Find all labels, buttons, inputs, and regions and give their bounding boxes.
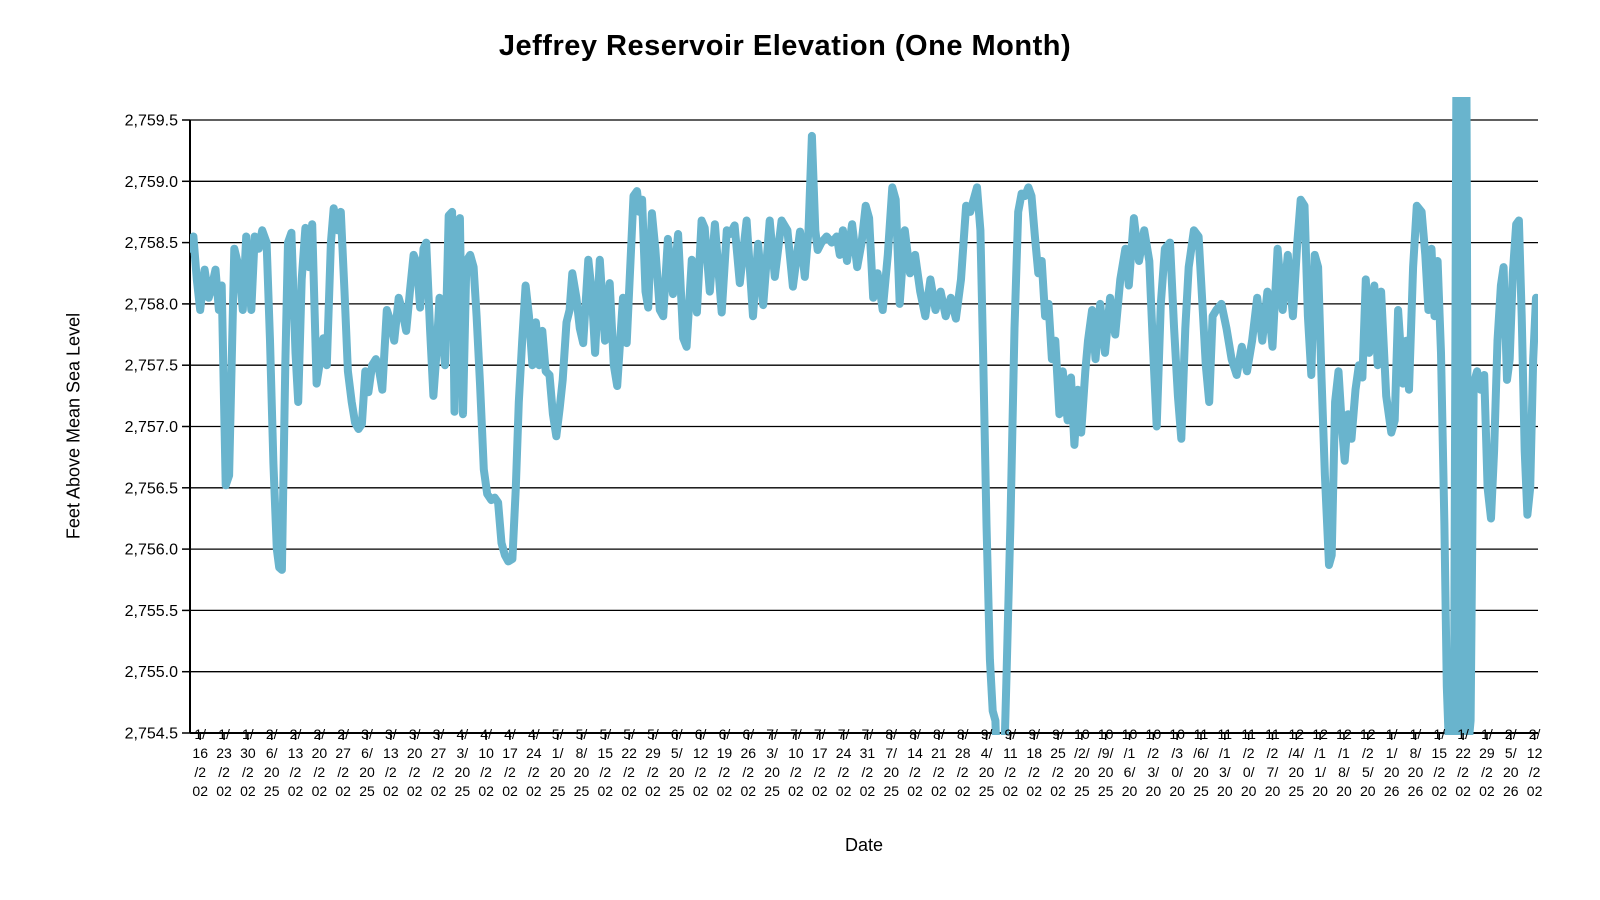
x-tick-label: 12/1 1/20 — [1312, 726, 1328, 799]
y-tick-label: 2,759.5 — [125, 113, 178, 130]
x-tick-label: 8/14/2 02 — [907, 726, 923, 799]
x-tick-label: 3/6/20 25 — [359, 726, 375, 799]
x-tick-label: 12/1 8/20 — [1336, 726, 1352, 799]
y-tick-label: 2,754.5 — [125, 726, 178, 743]
x-tick-label: 5/15/2 02 — [598, 726, 614, 799]
x-tick-label: 1/23/2 02 — [216, 726, 232, 799]
y-tick-label: 2,756.5 — [125, 480, 178, 497]
x-tick-label: 1/22/2 02 — [1455, 726, 1471, 799]
chart-title: Jeffrey Reservoir Elevation (One Month) — [498, 30, 1072, 62]
x-axis-title: Date — [844, 835, 884, 855]
y-tick-label: 2,757.0 — [125, 419, 178, 436]
x-tick-label: 5/8/20 25 — [574, 726, 590, 799]
x-tick-label: 7/17/2 02 — [812, 726, 828, 799]
x-tick-label: 6/19/2 02 — [717, 726, 733, 799]
x-tick-label: 9/11/2 02 — [1003, 726, 1019, 799]
x-tick-label: 2/5/20 26 — [1503, 726, 1519, 799]
x-tick-label: 12/4/20 25 — [1289, 726, 1305, 799]
x-tick-label: 4/10/2 02 — [478, 726, 494, 799]
x-tick-label: 1/8/20 26 — [1408, 726, 1424, 799]
x-tick-label: 7/3/20 25 — [764, 726, 780, 799]
x-tick-label: 10/9/20 25 — [1098, 726, 1114, 799]
x-tick-label: 5/1/20 25 — [550, 726, 566, 799]
x-tick-label: 7/24/2 02 — [836, 726, 852, 799]
elevation-series-line — [190, 97, 1538, 735]
y-tick-label: 2,755.5 — [125, 603, 178, 620]
x-tick-label: 6/12/2 02 — [693, 726, 709, 799]
x-tick-label: 1/16/2 02 — [192, 726, 208, 799]
x-tick-label: 3/27/2 02 — [431, 726, 447, 799]
x-tick-label: 7/31/2 02 — [860, 726, 876, 799]
x-tick-label: 1/29/2 02 — [1479, 726, 1495, 799]
x-tick-label: 1/1/20 26 — [1384, 726, 1400, 799]
x-tick-label: 3/13/2 02 — [383, 726, 399, 799]
x-tick-label: 7/10/2 02 — [788, 726, 804, 799]
x-tick-label: 11/1 3/20 — [1217, 726, 1233, 799]
y-tick-label: 2,757.5 — [125, 358, 178, 375]
x-tick-label: 2/13/2 02 — [288, 726, 304, 799]
x-tick-label: 2/6/20 25 — [264, 726, 280, 799]
y-tick-label: 2,756.0 — [125, 542, 178, 559]
x-tick-label: 9/4/20 25 — [979, 726, 995, 799]
x-tick-label: 5/22/2 02 — [621, 726, 637, 799]
x-tick-label: 10/3 0/20 — [1169, 726, 1185, 799]
x-tick-label: 6/5/20 25 — [669, 726, 685, 799]
y-tick-label: 2,759.0 — [125, 174, 178, 191]
x-tick-label: 11/2 7/20 — [1265, 726, 1281, 799]
x-tick-label: 10/2 3/20 — [1146, 726, 1162, 799]
x-tick-label: 11/6/20 25 — [1193, 726, 1209, 799]
x-tick-label: 8/28/2 02 — [955, 726, 971, 799]
x-tick-label: 10/1 6/20 — [1122, 726, 1138, 799]
x-tick-label: 1/15/2 02 — [1431, 726, 1447, 799]
x-tick-label: 8/21/2 02 — [931, 726, 947, 799]
x-tick-label: 9/18/2 02 — [1026, 726, 1042, 799]
x-tick-label: 1/30/2 02 — [240, 726, 256, 799]
x-tick-label: 12/2 5/20 — [1360, 726, 1376, 799]
x-tick-label: 3/20/2 02 — [407, 726, 423, 799]
x-tick-label: 2/20/2 02 — [312, 726, 328, 799]
x-tick-label: 11/2 0/20 — [1241, 726, 1257, 799]
y-tick-label: 2,755.0 — [125, 664, 178, 681]
y-tick-label: 2,758.5 — [125, 235, 178, 252]
x-tick-label: 4/24/2 02 — [526, 726, 542, 799]
x-tick-label: 9/25/2 02 — [1050, 726, 1066, 799]
x-tick-label: 2/27/2 02 — [335, 726, 351, 799]
x-tick-label: 10/2/20 25 — [1074, 726, 1090, 799]
x-tick-label: 4/3/20 25 — [455, 726, 471, 799]
x-tick-label: 8/7/20 25 — [883, 726, 899, 799]
x-tick-label: 2/12/2 02 — [1527, 726, 1543, 799]
x-tick-label: 4/17/2 02 — [502, 726, 518, 799]
y-tick-label: 2,758.0 — [125, 296, 178, 313]
x-tick-label: 5/29/2 02 — [645, 726, 661, 799]
x-tick-label: 6/26/2 02 — [740, 726, 756, 799]
